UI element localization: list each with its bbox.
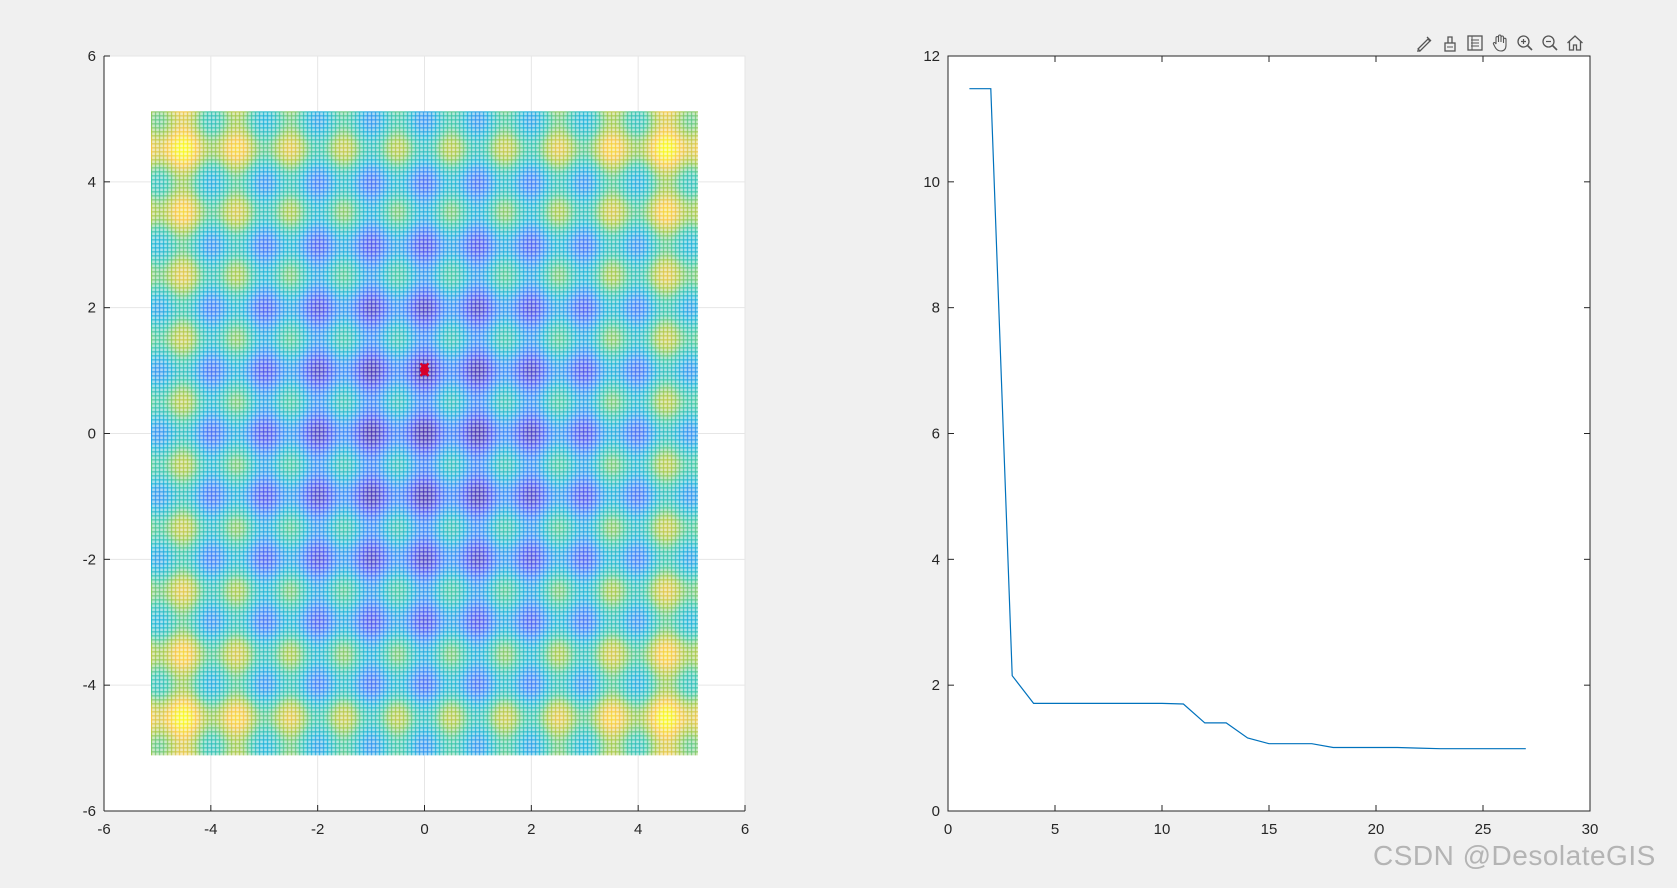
right-ytick-label-4: 8 — [932, 300, 940, 317]
right-xtick-label-6: 30 — [1582, 821, 1599, 838]
watermark-text: CSDN @DesolateGIS — [1373, 840, 1656, 871]
right-ytick-label-3: 6 — [932, 426, 940, 443]
left-ytick-label-5: 4 — [88, 174, 96, 191]
axes-left[interactable]: -6 -4 -2 0 2 4 6 -6 -4 -2 0 2 4 6 — [83, 48, 750, 838]
left-xtick-label-6: 6 — [741, 821, 749, 838]
left-xtick-label-3: 0 — [420, 821, 428, 838]
axes-toolbar — [1413, 30, 1586, 56]
axes-right-background — [948, 56, 1590, 811]
zoom-out-icon[interactable] — [1538, 31, 1561, 55]
right-ytick-label-5: 10 — [923, 174, 940, 191]
left-ytick-label-2: -2 — [83, 551, 96, 568]
particle-marker-dot-1 — [421, 368, 428, 376]
pan-hand-icon[interactable] — [1488, 31, 1511, 55]
left-xtick-label-2: -2 — [311, 821, 324, 838]
left-xtick-label-0: -6 — [97, 821, 110, 838]
left-ytick-label-4: 2 — [88, 300, 96, 317]
right-xtick-label-5: 25 — [1475, 821, 1492, 838]
axes-right-ticks: 0 5 10 15 20 25 30 0 2 4 6 8 10 12 — [923, 48, 1598, 838]
right-ytick-label-1: 2 — [932, 677, 940, 694]
right-ytick-label-2: 4 — [932, 551, 940, 568]
left-ytick-label-0: -6 — [83, 803, 96, 820]
left-xtick-label-4: 2 — [527, 821, 535, 838]
right-xtick-label-0: 0 — [944, 821, 952, 838]
surface-heatmap — [151, 111, 699, 756]
right-xtick-label-4: 20 — [1368, 821, 1385, 838]
left-ytick-label-3: 0 — [88, 426, 96, 443]
zoom-in-icon[interactable] — [1513, 31, 1536, 55]
home-icon[interactable] — [1563, 31, 1586, 55]
right-xtick-label-2: 10 — [1154, 821, 1171, 838]
left-ytick-label-6: 6 — [88, 48, 96, 65]
data-tips-icon[interactable] — [1438, 31, 1461, 55]
axes-left-ticks: -6 -4 -2 0 2 4 6 -6 -4 -2 0 2 4 6 — [83, 48, 750, 838]
right-ytick-label-0: 0 — [932, 803, 940, 820]
particle-markers — [419, 362, 430, 377]
right-xtick-label-1: 5 — [1051, 821, 1059, 838]
left-xtick-label-1: -4 — [204, 821, 217, 838]
axes-right[interactable]: 0 5 10 15 20 25 30 0 2 4 6 8 10 12 — [923, 48, 1598, 838]
legend-icon[interactable] — [1463, 31, 1486, 55]
right-ytick-label-6: 12 — [923, 48, 940, 65]
fitness-curve-line — [969, 88, 1526, 750]
brush-icon[interactable] — [1413, 31, 1436, 55]
left-xtick-label-5: 4 — [634, 821, 642, 838]
left-ytick-label-1: -4 — [83, 677, 96, 694]
right-xtick-label-3: 15 — [1261, 821, 1278, 838]
